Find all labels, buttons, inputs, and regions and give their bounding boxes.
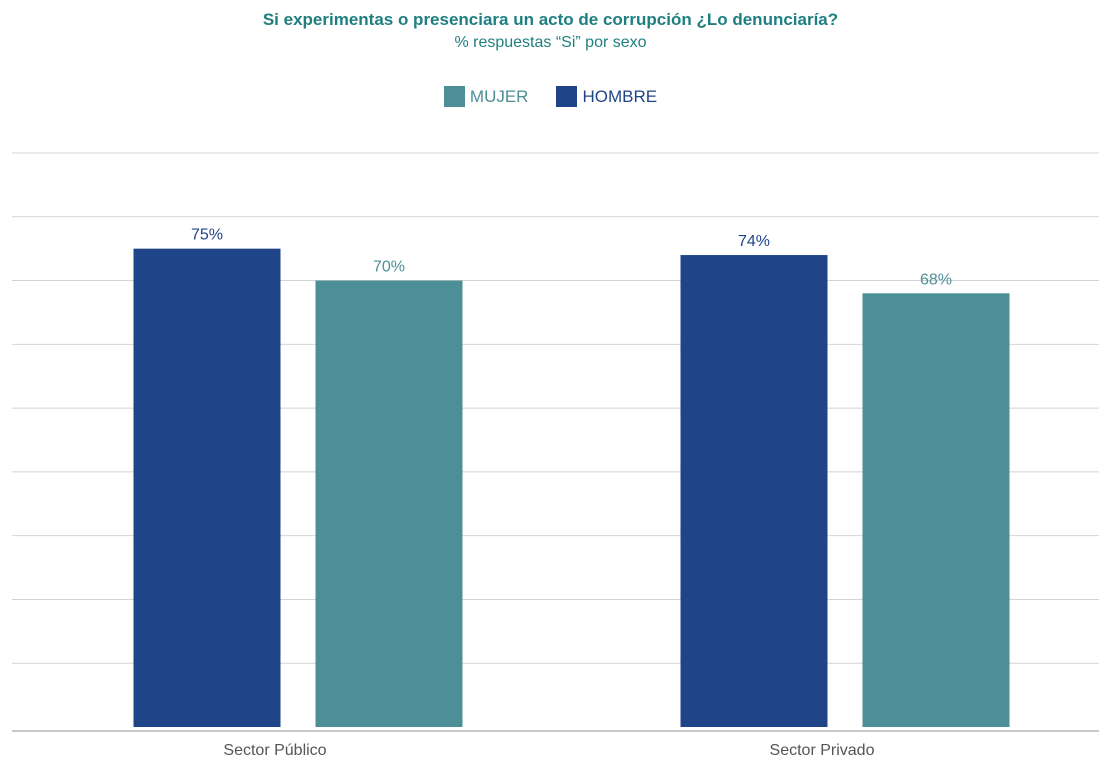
category-label: Sector Público	[223, 742, 326, 759]
bar-hombre	[133, 248, 281, 727]
bar-hombre	[680, 255, 828, 728]
chart-title: Si experimentas o presenciara un acto de…	[262, 10, 839, 29]
legend-label-mujer: MUJER	[469, 86, 529, 106]
legend-item-hombre: HOMBRE	[556, 86, 657, 107]
legend-swatch-mujer	[443, 86, 465, 107]
data-label-mujer: 68%	[920, 271, 952, 288]
data-label-hombre: 75%	[191, 227, 223, 244]
legend-label-hombre: HOMBRE	[582, 86, 658, 106]
category-label: Sector Privado	[770, 742, 875, 759]
chart-legend: MUJER HOMBRE	[0, 86, 1101, 107]
bar-mujer	[862, 293, 1010, 727]
legend-item-mujer: MUJER	[443, 86, 529, 107]
legend-swatch-hombre	[556, 86, 578, 107]
bar-mujer	[315, 280, 463, 727]
data-label-hombre: 74%	[738, 233, 770, 250]
chart-subtitle: % respuestas “Si” por sexo	[454, 34, 647, 51]
data-label-mujer: 70%	[373, 259, 405, 276]
